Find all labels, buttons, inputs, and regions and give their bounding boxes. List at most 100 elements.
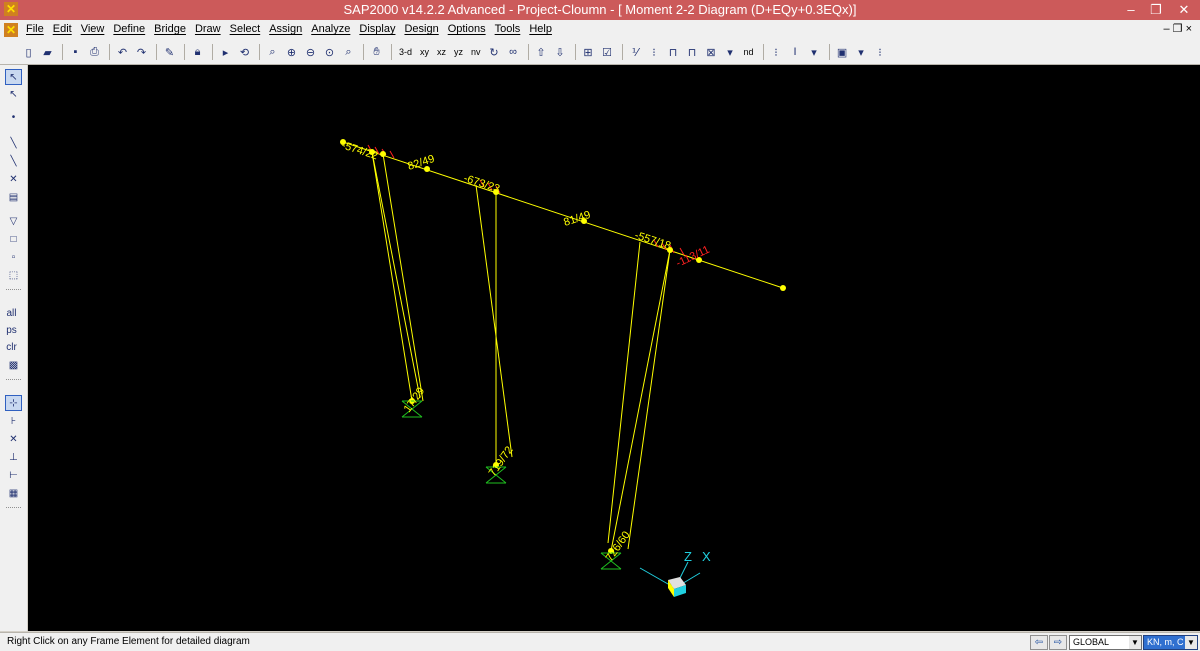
- next-view-button[interactable]: ⇨: [1049, 635, 1067, 650]
- run-icon[interactable]: ▸: [222, 46, 229, 59]
- rotate-view-icon[interactable]: ↻: [489, 46, 499, 59]
- intersecting-line-icon[interactable]: ▩: [8, 359, 19, 371]
- joint[interactable]: [581, 218, 587, 224]
- toolbar-grip[interactable]: [6, 507, 21, 510]
- units-select[interactable]: KN, m, C ▼: [1143, 635, 1198, 650]
- snap-ends-icon[interactable]: ⊦: [10, 415, 17, 427]
- view-nd-button[interactable]: nd: [743, 47, 754, 57]
- view-3d-button[interactable]: 3-d: [399, 47, 413, 57]
- column-frame[interactable]: [610, 249, 671, 552]
- snap-grid-icon[interactable]: ▦: [8, 487, 19, 499]
- view-xy-button[interactable]: xy: [420, 47, 430, 57]
- menu-edit[interactable]: Edit: [52, 23, 72, 35]
- menu-define[interactable]: Define: [113, 23, 146, 35]
- fraction-icon[interactable]: ⅟: [631, 46, 639, 59]
- fixed-support-icon[interactable]: [600, 552, 622, 570]
- clear-selection-button[interactable]: clr: [3, 339, 20, 355]
- open-folder-icon[interactable]: ▰: [43, 46, 52, 59]
- snap-lines-icon[interactable]: ⊢: [9, 469, 18, 481]
- menu-file[interactable]: File: [26, 23, 44, 35]
- pencil-icon[interactable]: ✎: [164, 46, 175, 59]
- menu-select[interactable]: Select: [229, 23, 261, 35]
- select-all-button[interactable]: all: [3, 305, 20, 321]
- menu-display[interactable]: Display: [359, 23, 396, 35]
- beam-frame[interactable]: [342, 141, 784, 289]
- chevron-down-icon[interactable]: ▼: [1129, 636, 1141, 649]
- toolbar-grip[interactable]: [6, 379, 21, 382]
- mdi-controls[interactable]: – ❐ ×: [1163, 23, 1192, 35]
- fixed-support-icon[interactable]: [401, 400, 423, 418]
- section-icon[interactable]: I: [793, 46, 797, 58]
- dropdown-icon[interactable]: ▾: [858, 46, 864, 59]
- support-icon[interactable]: ⊠: [706, 46, 716, 59]
- view-xz-button[interactable]: xz: [437, 47, 447, 57]
- pan-icon[interactable]: ✋︎: [373, 45, 380, 58]
- toolbar-grip[interactable]: [6, 289, 21, 292]
- frame-release-icon[interactable]: ⊓: [687, 46, 697, 59]
- snap-perpendicular-icon[interactable]: ⊥: [9, 451, 18, 463]
- column-frame[interactable]: [371, 151, 413, 402]
- redo-icon[interactable]: ↷: [136, 46, 147, 59]
- document-icon[interactable]: ✕: [4, 23, 18, 37]
- close-button[interactable]: ✕: [1178, 2, 1190, 17]
- reshaper-icon[interactable]: ↖: [9, 88, 18, 100]
- dropdown-icon[interactable]: ▾: [727, 46, 733, 59]
- undo-icon[interactable]: ↶: [117, 46, 128, 59]
- joint[interactable]: [340, 139, 346, 145]
- grid-icon[interactable]: ⊞: [583, 46, 593, 59]
- joint[interactable]: [369, 149, 375, 155]
- zoom-out-icon[interactable]: ⊖: [305, 46, 316, 59]
- app-icon[interactable]: ✕: [4, 2, 18, 16]
- fixed-support-icon[interactable]: [485, 466, 507, 484]
- save-icon[interactable]: ▪: [73, 46, 78, 58]
- zoom-all-icon[interactable]: ⊙: [324, 46, 335, 59]
- zoom-restore-icon[interactable]: ⌕: [345, 45, 352, 58]
- draw-joint-icon[interactable]: •: [11, 111, 16, 123]
- view-yz-button[interactable]: yz: [454, 47, 464, 57]
- dropdown-icon[interactable]: ▾: [811, 46, 817, 59]
- joint[interactable]: [667, 247, 673, 253]
- chevron-down-icon[interactable]: ▼: [1185, 636, 1197, 649]
- previous-view-button[interactable]: ⇦: [1030, 635, 1048, 650]
- snap-points-icon[interactable]: ⊹: [5, 395, 22, 411]
- toolbar-overflow-icon[interactable]: ⁝: [878, 46, 882, 59]
- restore-button[interactable]: ❐: [1150, 2, 1162, 17]
- frame-icon[interactable]: ⊓: [668, 46, 678, 59]
- menu-options[interactable]: Options: [447, 23, 486, 35]
- zoom-in-icon[interactable]: ⊕: [286, 46, 297, 59]
- menu-tools[interactable]: Tools: [494, 23, 521, 35]
- menu-draw[interactable]: Draw: [194, 23, 221, 35]
- quick-draw-frame-icon[interactable]: ╲: [10, 155, 17, 167]
- display-icon[interactable]: ▣: [836, 46, 848, 59]
- draw-rect-area-icon[interactable]: □: [10, 233, 17, 245]
- joint[interactable]: [780, 285, 786, 291]
- draw-poly-area-icon[interactable]: ▽: [9, 215, 18, 227]
- print-icon[interactable]: ⎙: [90, 45, 99, 58]
- joint[interactable]: [493, 189, 499, 195]
- new-model-icon[interactable]: ▯: [25, 46, 32, 59]
- quick-draw-area-icon[interactable]: ▫: [11, 251, 16, 263]
- joint[interactable]: [380, 151, 386, 157]
- menu-analyze[interactable]: Analyze: [311, 23, 351, 35]
- pointer-icon[interactable]: ↖: [5, 69, 22, 85]
- minimize-button[interactable]: –: [1127, 2, 1135, 17]
- menu-help[interactable]: Help: [529, 23, 552, 35]
- move-down-icon[interactable]: ⇩: [555, 46, 565, 59]
- menu-assign[interactable]: Assign: [269, 23, 303, 35]
- joint[interactable]: [696, 257, 702, 263]
- perspective-icon[interactable]: ∞: [509, 46, 517, 58]
- toolbar-overflow-icon[interactable]: ⁝: [652, 46, 656, 59]
- menu-design[interactable]: Design: [404, 23, 439, 35]
- menu-view[interactable]: View: [80, 23, 105, 35]
- model-view-canvas[interactable]: -574/22 82/49 -673/23 81/49 -557/18 -113…: [28, 65, 1200, 631]
- toolbar-overflow-icon[interactable]: ⁝: [774, 46, 778, 59]
- draw-solid-icon[interactable]: ⬚: [8, 269, 19, 281]
- move-up-icon[interactable]: ⇧: [536, 46, 546, 59]
- draw-brace-icon[interactable]: ✕: [9, 173, 18, 185]
- joint[interactable]: [424, 166, 430, 172]
- snap-intersection-icon[interactable]: ✕: [9, 433, 18, 445]
- draw-secondary-icon[interactable]: ▤: [8, 191, 19, 203]
- menu-bridge[interactable]: Bridge: [154, 23, 186, 35]
- zoom-window-icon[interactable]: ⌕: [269, 45, 276, 58]
- checkbox-view-icon[interactable]: ☑: [602, 46, 612, 59]
